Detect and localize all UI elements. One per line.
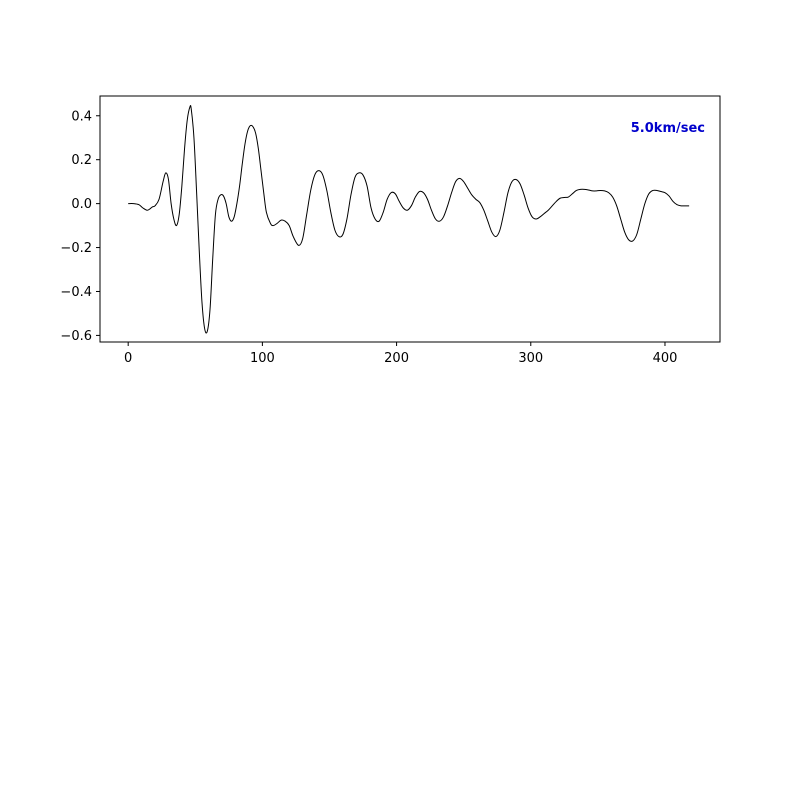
y-tick-label: 0.2 — [71, 153, 92, 168]
x-axis: 0 100 200 300 400 — [124, 342, 677, 366]
axes-frame — [99, 95, 721, 343]
x-tick-label: 200 — [384, 351, 409, 366]
velocity-annotation: 5.0km/sec — [631, 121, 705, 136]
y-tick-label: −0.4 — [60, 285, 92, 300]
y-tick-label: −0.2 — [60, 241, 92, 256]
x-tick-label: 0 — [124, 351, 132, 366]
x-tick-label: 300 — [518, 351, 543, 366]
x-tick-label: 100 — [250, 351, 275, 366]
y-tick-label: −0.6 — [60, 329, 92, 344]
x-tick-label: 400 — [653, 351, 678, 366]
waveform-line-0 — [128, 104, 690, 334]
y-axis: −0.6 −0.4 −0.2 0.0 0.2 0.4 — [60, 109, 100, 344]
y-tick-label: 0.0 — [71, 197, 92, 212]
y-tick-label: 0.4 — [71, 109, 92, 124]
plot-layer — [128, 104, 690, 334]
